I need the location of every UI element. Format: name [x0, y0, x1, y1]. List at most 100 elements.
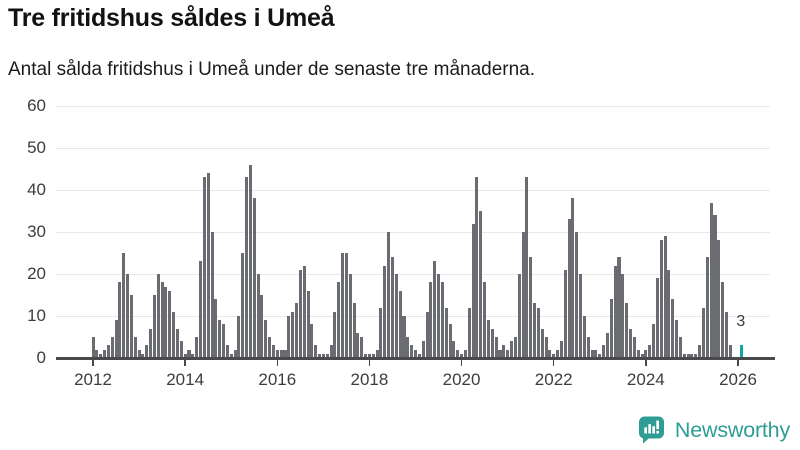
bar: [644, 349, 648, 358]
bar: [506, 349, 510, 358]
bar: [498, 349, 502, 358]
bar: [594, 349, 598, 358]
bar: [525, 177, 529, 358]
bar: [356, 332, 360, 358]
bar: [306, 290, 310, 358]
bar: [563, 269, 567, 358]
bar: [437, 274, 441, 358]
bar: [721, 282, 725, 358]
bar: [617, 257, 621, 358]
bar: [636, 349, 640, 358]
bar: [663, 236, 667, 358]
bar: [129, 295, 133, 358]
bar: [149, 328, 153, 358]
bar: [467, 307, 471, 358]
x-axis-tick-label: 2018: [350, 370, 389, 389]
bar: [325, 353, 329, 358]
x-axis-tick-label: 2026: [719, 370, 757, 389]
x-axis-tick: [92, 360, 94, 366]
bar: [713, 215, 717, 358]
bar: [513, 337, 517, 358]
bar: [294, 303, 299, 358]
bar: [268, 337, 272, 358]
bar: [475, 177, 479, 358]
bar: [248, 164, 252, 358]
bar: [222, 324, 226, 358]
bar: [160, 282, 164, 358]
bar: [141, 353, 145, 358]
bar: [187, 349, 191, 358]
bar: [544, 337, 548, 358]
bar: [602, 345, 606, 358]
bar: [425, 311, 429, 358]
x-axis-tick-label: 2024: [626, 370, 665, 389]
bar: [206, 173, 210, 358]
bar: [502, 345, 506, 358]
bar: [590, 349, 594, 358]
bar: [414, 349, 418, 358]
bar: [648, 345, 652, 358]
bar: [337, 282, 341, 358]
gridline-y50: [56, 147, 770, 149]
bar: [652, 324, 656, 358]
bar: [110, 337, 114, 358]
bar: [406, 337, 410, 358]
bar: [275, 349, 279, 358]
bar: [260, 295, 264, 358]
bar: [417, 353, 421, 358]
bar: [678, 337, 682, 358]
brand-name: Newsworthy: [674, 417, 790, 442]
bar: [256, 274, 260, 358]
y-axis-tick-label: 40: [27, 180, 46, 199]
bar: [456, 349, 460, 358]
x-axis-tick-label: 2016: [258, 370, 297, 389]
x-axis-tick: [552, 360, 555, 366]
gridline-y40: [56, 189, 770, 191]
bar: [429, 282, 433, 358]
bar: [717, 240, 721, 358]
y-axis-tick-label: 30: [27, 222, 46, 241]
bar: [106, 345, 110, 358]
bar: [556, 349, 560, 358]
gridline-y30: [56, 231, 770, 233]
x-axis-tick: [737, 360, 739, 366]
bar: [348, 274, 352, 358]
bar: [460, 353, 464, 358]
bar: [444, 307, 448, 358]
bar: [152, 295, 156, 358]
bar: [233, 349, 237, 358]
newsworthy-logo[interactable]: Newsworthy: [638, 416, 790, 444]
bar: [122, 253, 126, 358]
bar: [283, 349, 287, 358]
bar: [383, 265, 387, 358]
bar: [137, 349, 141, 358]
bar: [486, 320, 490, 358]
bar: [686, 353, 690, 358]
bar: [605, 332, 609, 358]
bar: [218, 320, 222, 358]
bar: [433, 261, 437, 358]
bar: [375, 349, 379, 358]
bar: [329, 345, 333, 358]
bar: [471, 223, 475, 358]
bar: [291, 311, 295, 358]
bar: [390, 257, 394, 358]
bar: [344, 253, 348, 358]
x-axis-tick-label: 2022: [534, 370, 573, 389]
bar: [567, 219, 571, 358]
bar: [99, 353, 103, 358]
x-axis-tick: [276, 360, 279, 366]
x-axis-tick: [460, 360, 463, 366]
bar: [533, 303, 537, 358]
bar: [183, 353, 187, 358]
y-axis-tick-label: 10: [27, 306, 46, 325]
bar: [571, 198, 575, 358]
bar: [483, 282, 487, 358]
y-axis-tick-label: 50: [27, 138, 46, 157]
bar: [103, 349, 107, 358]
bar: [237, 316, 241, 358]
x-axis-tick: [184, 360, 186, 366]
bar: [241, 253, 245, 358]
bar: [367, 353, 371, 358]
bar: [360, 337, 364, 358]
